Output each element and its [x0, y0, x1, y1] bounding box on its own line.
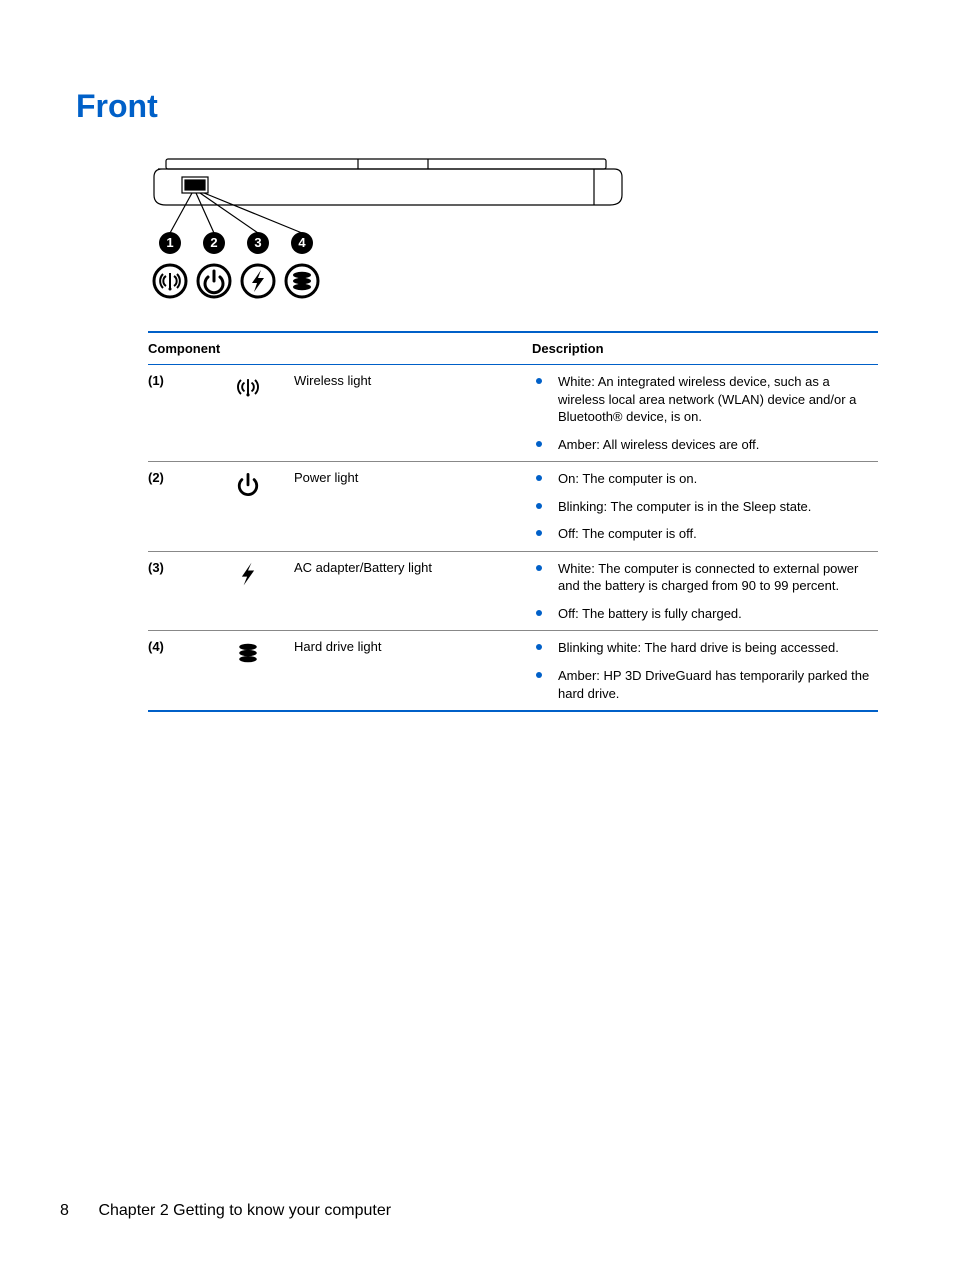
table-row: (4) Hard drive light Blinking white: The…	[148, 631, 878, 711]
header-component: Component	[148, 332, 532, 365]
power-icon	[206, 462, 294, 552]
wireless-icon	[206, 365, 294, 462]
description-item: Blinking: The computer is in the Sleep s…	[532, 498, 874, 516]
description-item: White: The computer is connected to exte…	[532, 560, 874, 595]
header-description: Description	[532, 332, 878, 365]
component-name: Power light	[294, 462, 532, 552]
description-item: On: The computer is on.	[532, 470, 874, 488]
description-item: Amber: HP 3D DriveGuard has temporarily …	[532, 667, 874, 702]
component-table: Component Description (1) Wireless light…	[148, 331, 878, 712]
component-name: Hard drive light	[294, 631, 532, 711]
callout-number: 2	[210, 235, 217, 250]
section-title: Front	[76, 88, 878, 125]
description-item: Amber: All wireless devices are off.	[532, 436, 874, 454]
row-number: (4)	[148, 631, 206, 711]
page-footer: 8 Chapter 2 Getting to know your compute…	[60, 1202, 391, 1220]
front-diagram: 1 2 3 4	[148, 153, 878, 313]
description-item: Blinking white: The hard drive is being …	[532, 639, 874, 657]
battery-icon	[206, 551, 294, 631]
description-item: Off: The battery is fully charged.	[532, 605, 874, 623]
power-icon	[205, 271, 223, 293]
component-name: AC adapter/Battery light	[294, 551, 532, 631]
page-number: 8	[60, 1202, 94, 1220]
table-row: (1) Wireless light White: An integrated …	[148, 365, 878, 462]
callout-number: 4	[298, 235, 306, 250]
description-item: Off: The computer is off.	[532, 525, 874, 543]
description-item: White: An integrated wireless device, su…	[532, 373, 874, 426]
row-number: (3)	[148, 551, 206, 631]
battery-icon	[252, 270, 264, 292]
callout-number: 1	[166, 235, 173, 250]
row-number: (2)	[148, 462, 206, 552]
harddrive-icon	[293, 272, 311, 290]
component-name: Wireless light	[294, 365, 532, 462]
table-row: (3) AC adapter/Battery light White: The …	[148, 551, 878, 631]
harddrive-icon	[206, 631, 294, 711]
table-row: (2) Power light On: The computer is on. …	[148, 462, 878, 552]
callout-number: 3	[254, 235, 261, 250]
chapter-label: Chapter 2 Getting to know your computer	[98, 1202, 391, 1219]
row-number: (1)	[148, 365, 206, 462]
wireless-icon	[160, 273, 180, 291]
